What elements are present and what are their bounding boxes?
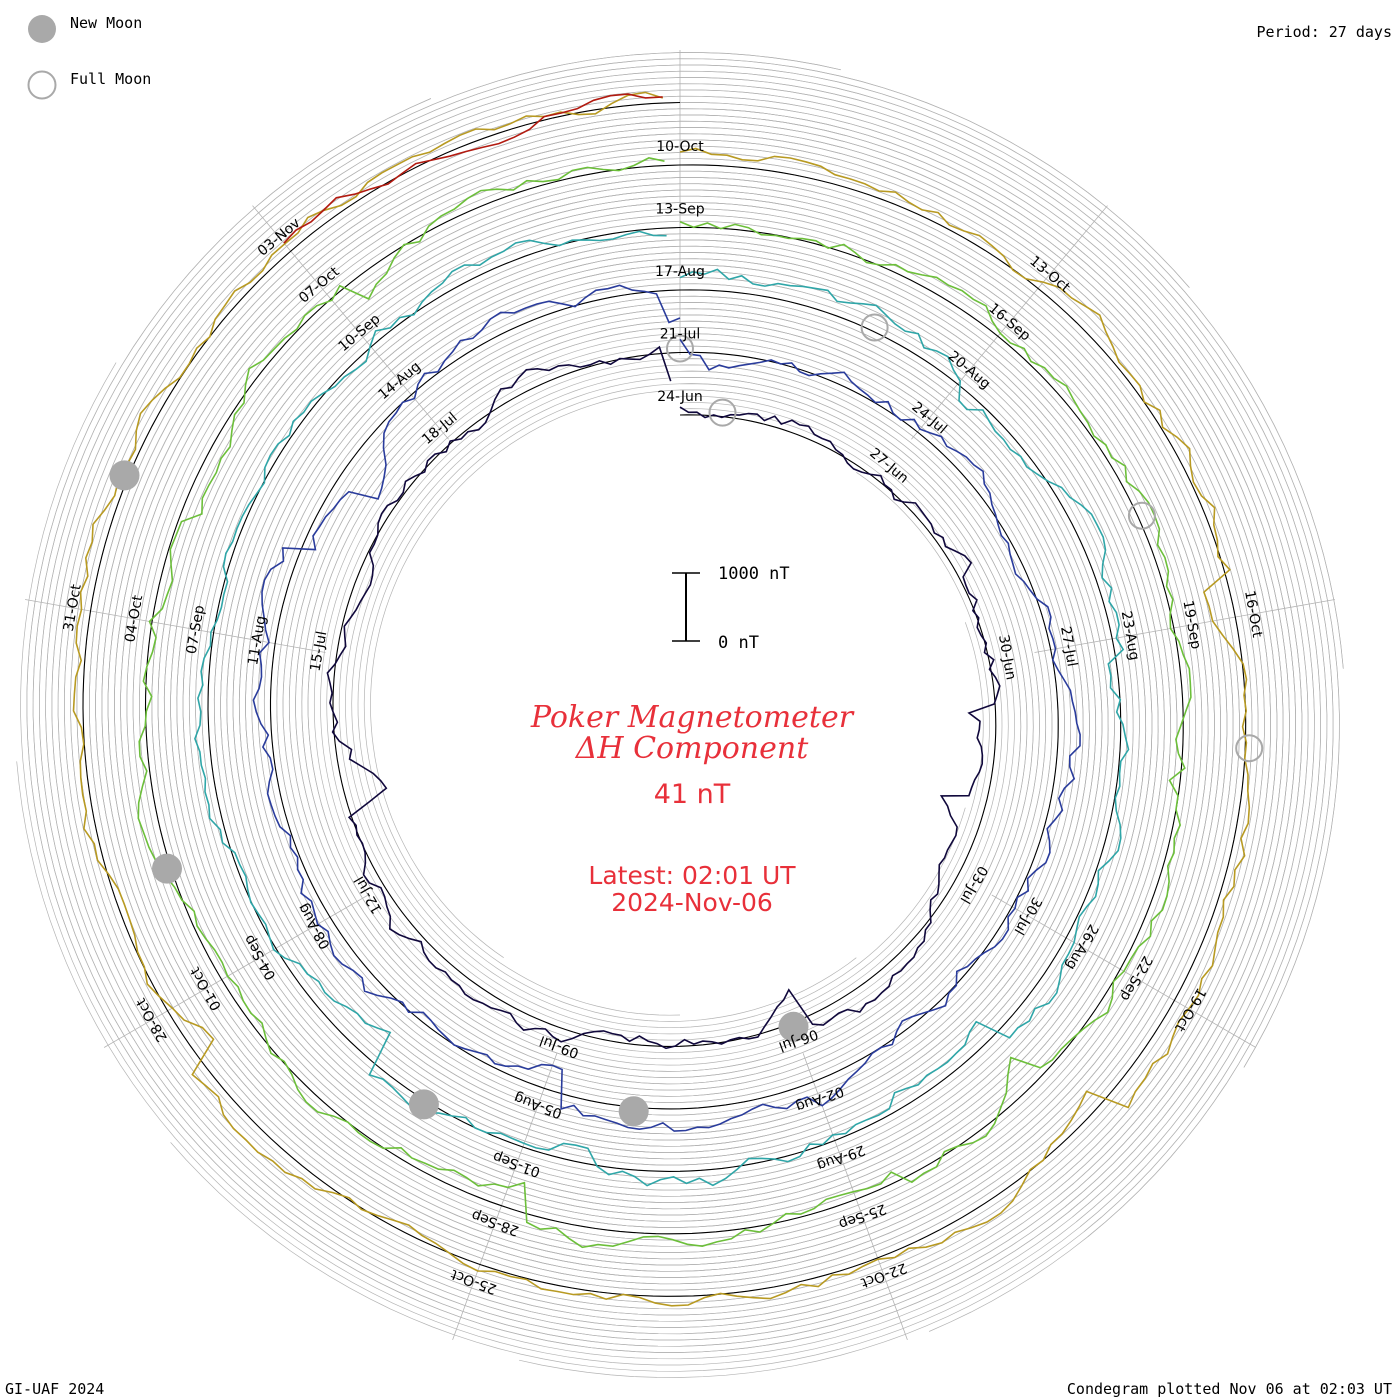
date-label: 01-Oct: [187, 964, 225, 1014]
date-label: 25-Sep: [836, 1200, 888, 1232]
current-value: 41 nT: [654, 779, 731, 810]
baseline-spiral: [82, 101, 1247, 1297]
date-label: 04-Oct: [122, 594, 146, 644]
date-label: 27-Jul: [1057, 625, 1080, 668]
radial-line: [911, 205, 1108, 440]
date-label: 05-Aug: [512, 1089, 564, 1121]
footer-credit: GI-UAF 2024: [5, 1380, 105, 1398]
latest-time: Latest: 02:01 UT: [588, 861, 796, 890]
period-label: Period: 27 days: [1256, 23, 1392, 41]
date-label: 25-Oct: [448, 1266, 499, 1297]
date-label: 02-Aug: [793, 1083, 845, 1115]
date-label: 07-Sep: [184, 604, 208, 655]
date-label: 15-Jul: [308, 630, 331, 673]
grid-ring: [39, 58, 1290, 1341]
radial-line: [1034, 599, 1335, 653]
grid-ring: [26, 98, 1303, 1353]
scale-top-label: 1000 nT: [718, 564, 790, 584]
radial-line: [452, 1053, 558, 1341]
new-moon-marker: [618, 1096, 649, 1127]
new-moon-marker: [778, 1011, 809, 1042]
date-label: 30-Jun: [995, 634, 1019, 682]
new-moon-icon: [28, 15, 56, 43]
trace-line: [326, 345, 1001, 1050]
new-moon-marker: [408, 1089, 439, 1120]
full-moon-icon: [27, 70, 57, 100]
date-label: 29-Aug: [815, 1141, 867, 1173]
trace-line: [194, 230, 1130, 1187]
date-label: 17-Aug: [655, 264, 705, 280]
full-moon-marker: [666, 334, 694, 363]
date-label: 10-Sep: [336, 311, 384, 355]
radial-line: [103, 894, 369, 1048]
grid-ring: [51, 70, 1340, 1328]
chart-title-line2: ΔH Component: [575, 731, 809, 766]
date-label: 09-Jul: [538, 1032, 582, 1061]
date-label: 28-Sep: [469, 1207, 521, 1239]
grid-ring: [45, 64, 1344, 1335]
date-label: 10-Oct: [656, 139, 704, 155]
baseline-line: [82, 101, 1247, 1297]
grid-ring: [16, 95, 1315, 1366]
date-label: 22-Oct: [858, 1259, 909, 1290]
date-label: 27-Jun: [866, 445, 911, 487]
full-moon-label: Full Moon: [70, 70, 152, 88]
grid-ring: [57, 77, 1334, 1332]
new-moon-marker: [152, 853, 182, 884]
date-label: 21-Jul: [660, 327, 701, 343]
new-moon-label: New Moon: [70, 14, 143, 32]
latest-date: 2024-Nov-06: [611, 888, 773, 917]
trace-line: [252, 284, 1081, 1132]
date-label: 16-Oct: [1241, 589, 1265, 639]
radial-line: [802, 1053, 908, 1341]
date-label: 11-Aug: [245, 615, 269, 667]
grid-rings: [16, 52, 1344, 1378]
footer-plotted: Condegram plotted Nov 06 at 02:03 UT: [1066, 1380, 1392, 1398]
date-label: 07-Oct: [296, 264, 343, 307]
scale-bottom-label: 0 nT: [718, 633, 759, 653]
new-moon-marker: [109, 460, 140, 491]
trace-lines: [72, 91, 1251, 1307]
full-moon-marker: [1235, 734, 1264, 763]
date-label: 01-Sep: [491, 1148, 543, 1180]
full-moon-marker: [708, 398, 737, 427]
scale-bar: 1000 nT 0 nT: [672, 564, 790, 653]
moon-markers: [109, 313, 1264, 1127]
center-text: Poker Magnetometer ΔH Component 41 nT La…: [530, 700, 855, 917]
full-moon-marker: [860, 313, 889, 342]
trace-line: [283, 93, 663, 244]
date-label: 24-Jun: [657, 389, 703, 405]
trace-line: [72, 91, 1251, 1307]
grid-ring: [64, 83, 1328, 1378]
trace-line: [137, 157, 1192, 1249]
grid-ring: [32, 52, 1296, 1347]
date-label: 13-Sep: [655, 202, 704, 218]
chart-title-line1: Poker Magnetometer: [530, 700, 855, 735]
full-moon-marker: [1127, 501, 1156, 530]
